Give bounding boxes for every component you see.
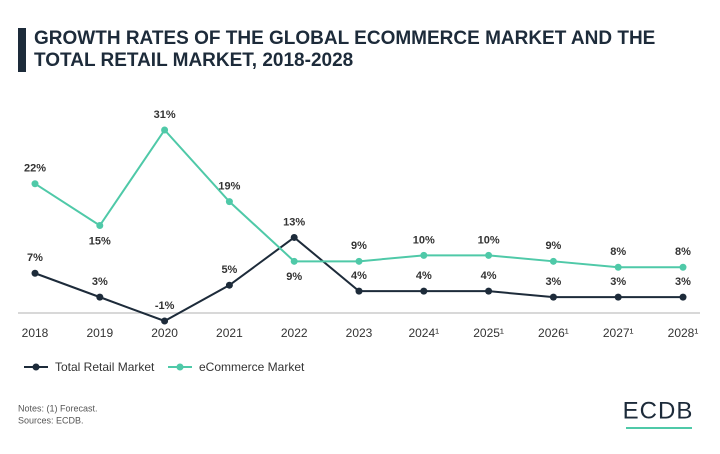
- x-tick-label: 2028¹: [668, 326, 699, 340]
- data-label: 8%: [675, 246, 691, 258]
- point: [485, 251, 493, 259]
- point: [290, 257, 298, 265]
- data-label: 3%: [545, 276, 561, 288]
- logo: ECDB: [623, 397, 694, 424]
- point: [31, 180, 39, 188]
- data-label: 22%: [24, 163, 46, 175]
- data-label: 9%: [545, 240, 561, 252]
- data-label: 4%: [416, 270, 432, 282]
- notes: Notes: (1) Forecast.: [18, 403, 98, 413]
- data-label: 9%: [286, 271, 302, 283]
- data-label: 31%: [154, 109, 176, 121]
- point: [161, 126, 169, 134]
- point: [485, 287, 493, 295]
- legend-dot: [176, 363, 184, 371]
- point: [161, 317, 169, 325]
- data-label: 9%: [351, 240, 367, 252]
- point: [31, 269, 39, 277]
- data-label: 3%: [610, 276, 626, 288]
- x-tick-label: 2026¹: [538, 326, 569, 340]
- point: [549, 257, 557, 265]
- point: [614, 293, 622, 301]
- point: [96, 293, 104, 301]
- data-label: 3%: [675, 276, 691, 288]
- chart-title: GROWTH RATES OF THE GLOBAL ECOMMERCE MAR…: [18, 28, 684, 72]
- x-tick-label: 2018: [22, 326, 49, 340]
- x-tick-label: 2027¹: [603, 326, 634, 340]
- legend-label: Total Retail Market: [55, 360, 155, 374]
- data-label: 13%: [283, 216, 305, 228]
- data-label: 10%: [478, 234, 500, 246]
- data-label: 4%: [481, 270, 497, 282]
- point: [679, 263, 687, 271]
- point: [225, 281, 233, 289]
- x-tick-label: 2024¹: [408, 326, 439, 340]
- data-label: -1%: [155, 300, 175, 312]
- x-tick-label: 2019: [86, 326, 113, 340]
- source: Sources: ECDB.: [18, 415, 84, 425]
- legend-label: eCommerce Market: [199, 360, 305, 374]
- point: [225, 198, 233, 206]
- point: [290, 233, 298, 241]
- x-tick-label: 2022: [281, 326, 308, 340]
- data-label: 3%: [92, 276, 108, 288]
- point: [679, 293, 687, 301]
- data-label: 5%: [221, 264, 237, 276]
- data-label: 10%: [413, 234, 435, 246]
- x-tick-label: 2020: [151, 326, 178, 340]
- data-label: 19%: [218, 181, 240, 193]
- point: [420, 287, 428, 295]
- x-tick-label: 2021: [216, 326, 243, 340]
- point: [420, 251, 428, 259]
- point: [355, 257, 363, 265]
- point: [549, 293, 557, 301]
- point: [355, 287, 363, 295]
- point: [96, 222, 104, 229]
- data-label: 8%: [610, 246, 626, 258]
- data-label: 4%: [351, 270, 367, 282]
- point: [614, 263, 622, 271]
- legend-dot: [32, 363, 40, 371]
- x-tick-label: 2023: [346, 326, 373, 340]
- data-label: 7%: [27, 252, 43, 264]
- x-tick-label: 2025¹: [473, 326, 504, 340]
- data-label: 15%: [89, 235, 111, 247]
